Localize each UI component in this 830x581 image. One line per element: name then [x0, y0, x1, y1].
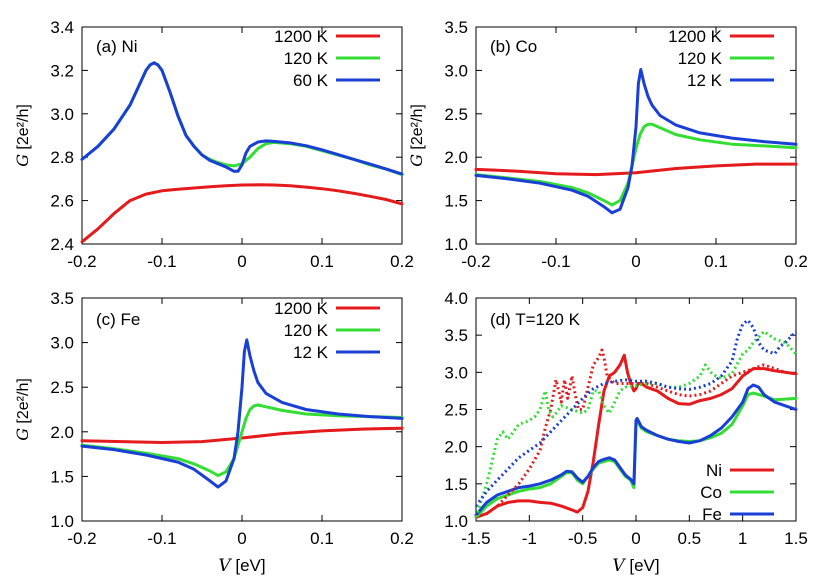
y-axis-symbol: G: [407, 154, 426, 167]
series-line-dotted-4: [474, 330, 798, 518]
y-axis-label: G [2e²/h]: [13, 378, 32, 441]
series-line-120-k: [80, 403, 404, 477]
y-tick-label: 3.5: [50, 289, 74, 308]
y-tick-label: 2.0: [50, 423, 74, 442]
y-tick-label: 2.5: [444, 105, 468, 124]
x-tick-label: -0.1: [147, 252, 176, 271]
y-axis-symbol: G: [13, 428, 32, 441]
x-tick-label: -0.2: [67, 252, 96, 271]
x-tick-label: 1.5: [784, 529, 808, 548]
y-tick-label: 2.0: [444, 438, 468, 457]
x-tick-label: 0: [631, 252, 640, 271]
x-tick-label: 0.2: [390, 252, 414, 271]
y-axis-symbol: G: [13, 154, 32, 167]
x-tick-label: 0.1: [310, 252, 334, 271]
x-tick-label: 0.2: [390, 529, 414, 548]
y-tick-label: 3.0: [444, 363, 468, 382]
legend-label: 60 K: [293, 71, 329, 90]
y-axis-unit: [2e²/h]: [15, 104, 32, 154]
legend-label: 1200 K: [274, 299, 329, 318]
x-tick-label: 0: [237, 529, 246, 548]
legend-label: 120 K: [678, 49, 723, 68]
legend-label: Co: [700, 483, 722, 502]
series-line-ni: [474, 353, 798, 519]
series-line-1200-k: [80, 183, 404, 244]
legend-label: 1200 K: [668, 27, 723, 46]
legend-label: 12 K: [687, 71, 723, 90]
x-axis-unit: [eV]: [625, 556, 660, 575]
x-tick-label: -0.1: [147, 529, 176, 548]
x-tick-label: -0.2: [67, 529, 96, 548]
y-tick-label: 1.0: [444, 235, 468, 254]
x-axis-symbol: V: [612, 556, 626, 576]
y-tick-label: 1.0: [444, 512, 468, 531]
plot-frame: [81, 26, 403, 245]
y-tick-label: 2.8: [50, 148, 74, 167]
y-tick-label: 3.5: [444, 326, 468, 345]
y-tick-label: 3.0: [444, 61, 468, 80]
panel-annotation: (b) Co: [490, 37, 537, 56]
y-tick-label: 3.0: [50, 334, 74, 353]
y-tick-label: 1.5: [444, 475, 468, 494]
series-line-dotted-3: [475, 348, 797, 519]
y-axis-label: G [2e²/h]: [13, 104, 32, 167]
x-tick-label: -1: [522, 529, 537, 548]
legend-label: 120 K: [284, 321, 329, 340]
x-tick-label: -0.1: [541, 252, 570, 271]
series-line-12-k: [80, 338, 404, 489]
legend-label: Fe: [702, 505, 722, 524]
x-tick-label: 0.1: [310, 529, 334, 548]
series-line-60-k: [80, 61, 404, 176]
y-tick-label: 2.6: [50, 192, 74, 211]
chart-panel-4: -1.5 -1 -0.5 0 0.5 1 1.5 1.0 1.5 2.0 2.5 3.0 3.5 4.0 (…: [444, 289, 807, 576]
x-axis-unit: [eV]: [231, 556, 266, 575]
x-tick-label: -0.2: [461, 252, 490, 271]
x-tick-label: 0: [631, 529, 640, 548]
x-tick-label: -0.5: [568, 529, 597, 548]
y-axis-unit: [2e²/h]: [409, 104, 426, 154]
y-tick-label: 2.5: [444, 401, 468, 420]
y-tick-label: 3.2: [50, 61, 74, 80]
y-tick-label: 3.0: [50, 105, 74, 124]
chart-panel-3: -0.2 -0.1 0 0.1 0.2 1.0 1.5 2.0 2.5 3.0 3.5 (c) Fe 1…: [13, 289, 414, 576]
x-axis-symbol: V: [218, 556, 232, 576]
series-line-120-k: [474, 122, 798, 207]
panel-annotation: (a) Ni: [96, 37, 138, 56]
x-tick-label: -1.5: [461, 529, 490, 548]
y-tick-label: 1.0: [50, 512, 74, 531]
legend-label: 12 K: [293, 343, 329, 362]
y-axis-unit: [2e²/h]: [15, 378, 32, 428]
y-tick-label: 1.5: [50, 467, 74, 486]
series-line-dotted-5: [474, 318, 798, 507]
legend-label: Ni: [706, 461, 722, 480]
series-line-fe: [474, 383, 798, 517]
series-line-1200-k: [80, 426, 404, 444]
y-tick-label: 2.4: [50, 235, 74, 254]
x-tick-label: 0: [237, 252, 246, 271]
panel-annotation: (c) Fe: [96, 310, 140, 329]
legend-label: 120 K: [284, 49, 329, 68]
legend-label: 1200 K: [274, 27, 329, 46]
y-tick-label: 3.4: [50, 18, 74, 37]
x-tick-label: 0.5: [678, 529, 702, 548]
x-tick-label: 1: [738, 529, 747, 548]
panel-annotation: (d) T=120 K: [490, 310, 581, 329]
y-tick-label: 2.5: [50, 378, 74, 397]
series-line-12-k: [474, 68, 798, 215]
y-axis-label: G [2e²/h]: [407, 104, 426, 167]
chart-panel-1: -0.2 -0.1 0 0.1 0.2 2.4 2.6 2.8 3.0 3.2 3.4 (a) Ni 1…: [13, 18, 414, 271]
x-axis-label: V [eV]: [612, 556, 659, 576]
y-tick-label: 3.5: [444, 18, 468, 37]
y-tick-label: 2.0: [444, 148, 468, 167]
x-tick-label: 0.2: [784, 252, 808, 271]
y-tick-label: 4.0: [444, 289, 468, 308]
x-tick-label: 0.1: [704, 252, 728, 271]
series-line-1200-k: [474, 162, 798, 177]
x-axis-label: V [eV]: [218, 556, 265, 576]
chart-panel-2: -0.2 -0.1 0 0.1 0.2 1.0 1.5 2.0 2.5 3.0 3.5 (b) Co 1…: [407, 18, 808, 271]
y-tick-label: 1.5: [444, 192, 468, 211]
